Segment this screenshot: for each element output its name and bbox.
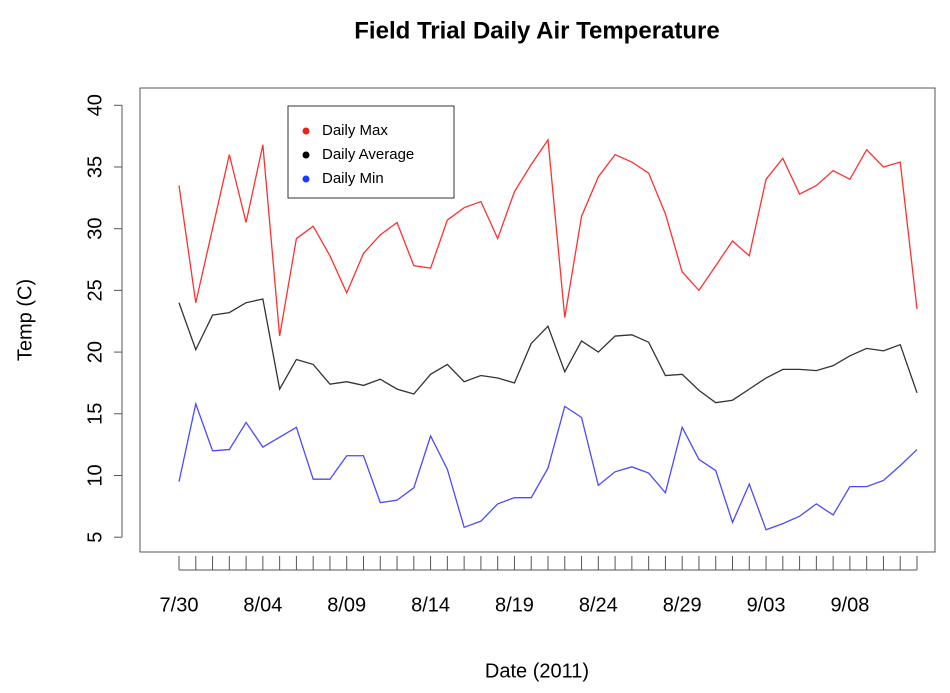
y-tick-label: 15 — [84, 403, 106, 425]
legend-marker — [302, 151, 310, 159]
x-tick-label: 7/30 — [160, 594, 199, 616]
x-tick-label: 8/04 — [243, 594, 282, 616]
legend-label: Daily Average — [322, 146, 414, 163]
y-tick-label: 25 — [84, 279, 106, 301]
legend-label: Daily Min — [322, 170, 384, 187]
plot-frame — [139, 87, 936, 553]
legend-marker — [302, 175, 310, 183]
y-tick-label: 40 — [84, 94, 106, 116]
x-tick-label: 9/08 — [830, 594, 869, 616]
x-tick-label: 8/29 — [663, 594, 702, 616]
x-axis-label: Date (2011) — [485, 660, 589, 682]
y-tick-label: 20 — [84, 341, 106, 363]
series-line — [178, 298, 918, 404]
y-tick-label: 35 — [84, 156, 106, 178]
y-tick-label: 5 — [84, 532, 106, 543]
x-tick-label: 9/03 — [747, 594, 786, 616]
legend-marker — [302, 127, 310, 135]
x-tick-label: 8/24 — [579, 594, 618, 616]
y-tick-label: 30 — [84, 218, 106, 240]
x-tick-label: 8/19 — [495, 594, 534, 616]
y-axis-label: Temp (C) — [14, 279, 36, 361]
legend-label: Daily Max — [322, 122, 388, 139]
x-tick-label: 8/14 — [411, 594, 450, 616]
x-tick-label: 8/09 — [327, 594, 366, 616]
chart-title: Field Trial Daily Air Temperature — [354, 17, 719, 44]
y-tick-label: 10 — [84, 464, 106, 486]
series-line — [178, 401, 918, 531]
legend-box — [287, 105, 455, 199]
series-line — [178, 137, 918, 337]
